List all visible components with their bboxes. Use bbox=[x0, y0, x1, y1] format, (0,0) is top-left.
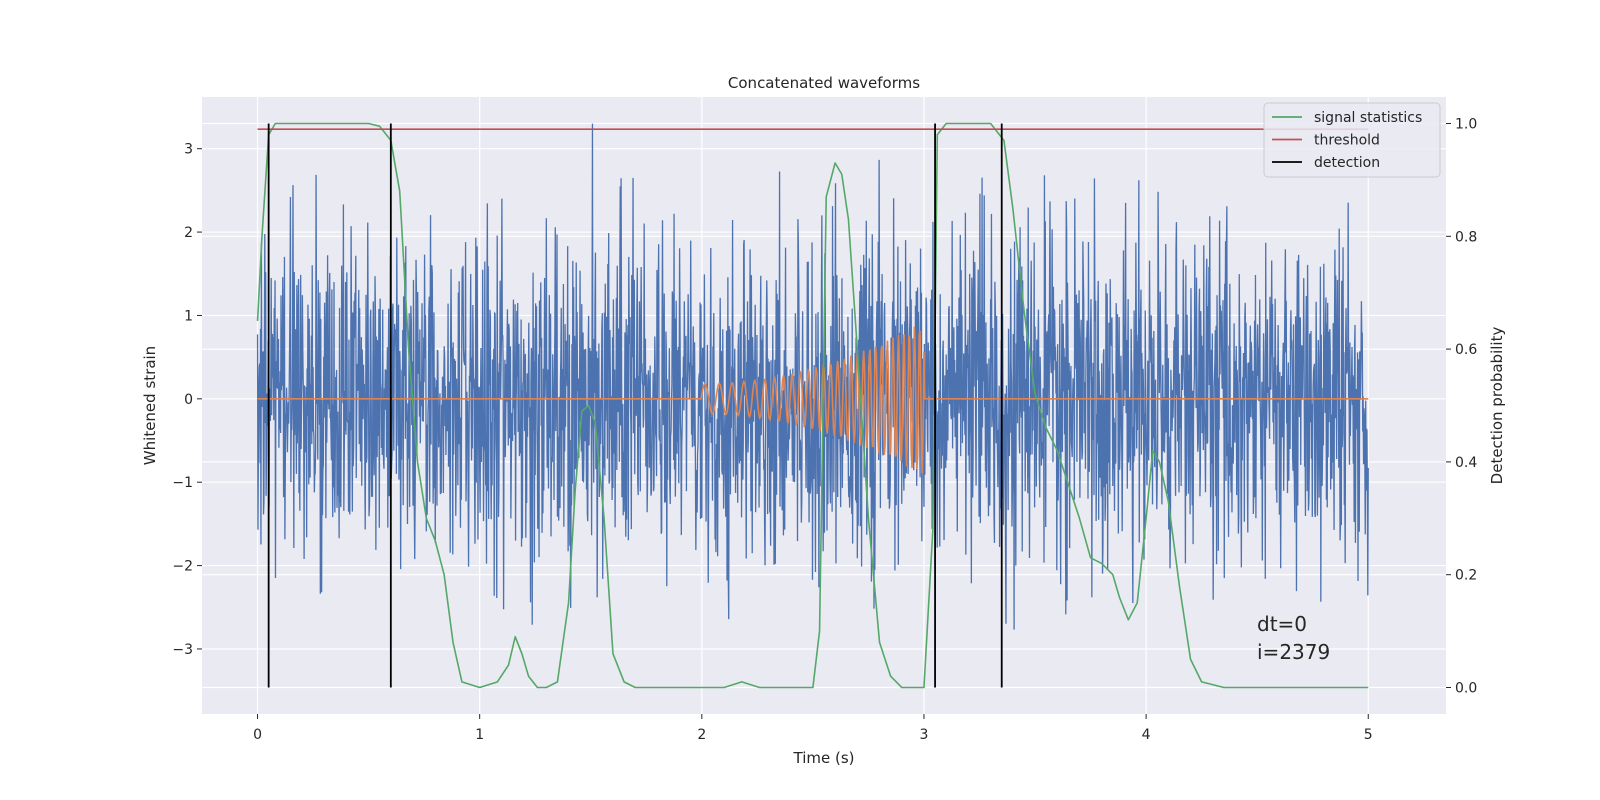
legend: signal statistics threshold detection bbox=[1263, 102, 1441, 178]
x-tick-label: 5 bbox=[1364, 727, 1373, 743]
y2-tick-label: 0.4 bbox=[1455, 455, 1477, 471]
y2-axis-label: Detection probability bbox=[1488, 327, 1506, 485]
legend-label-detection: detection bbox=[1314, 155, 1380, 171]
legend-box bbox=[1263, 102, 1441, 178]
noise-strain-line bbox=[256, 123, 1369, 630]
x-tick-label: 2 bbox=[697, 727, 706, 743]
y-tick-label: 0 bbox=[184, 392, 193, 408]
y2-tick-label: 0.6 bbox=[1455, 342, 1477, 358]
x-axis-label: Time (s) bbox=[793, 749, 855, 767]
y-tick-label: −2 bbox=[172, 559, 193, 575]
y-axis-label: Whitened strain bbox=[141, 346, 159, 465]
injected-waveform-line bbox=[257, 326, 1369, 474]
y-tick-label: −1 bbox=[172, 475, 193, 491]
legend-label-threshold: threshold bbox=[1314, 133, 1380, 149]
x-tick-label: 3 bbox=[920, 727, 929, 743]
x-tick-label: 1 bbox=[475, 727, 484, 743]
annotation-index: i=2379 bbox=[1257, 640, 1330, 664]
y2-tick-label: 1.0 bbox=[1455, 117, 1477, 133]
y-tick-label: 1 bbox=[184, 308, 193, 324]
y-tick-label: 3 bbox=[184, 142, 193, 158]
annotation-dt: dt=0 bbox=[1257, 612, 1307, 636]
x-tick-label: 0 bbox=[253, 727, 262, 743]
x-tick-label: 4 bbox=[1142, 727, 1151, 743]
y-tick-label: 2 bbox=[184, 225, 193, 241]
signal-statistics-line bbox=[256, 122, 1369, 689]
y-tick-label: −3 bbox=[172, 642, 193, 658]
y2-tick-label: 0.0 bbox=[1455, 680, 1477, 696]
legend-label-signal-statistics: signal statistics bbox=[1314, 110, 1422, 126]
plot-lines bbox=[256, 122, 1369, 689]
y2-tick-label: 0.2 bbox=[1455, 568, 1477, 584]
chart-title: Concatenated waveforms bbox=[728, 74, 920, 92]
axes: 0 1 2 3 4 5 −3 −2 −1 0 1 2 3 0.0 0.2 0.4 0.6 0.8 1.0 bbox=[172, 117, 1477, 743]
y2-tick-label: 0.8 bbox=[1455, 229, 1477, 245]
